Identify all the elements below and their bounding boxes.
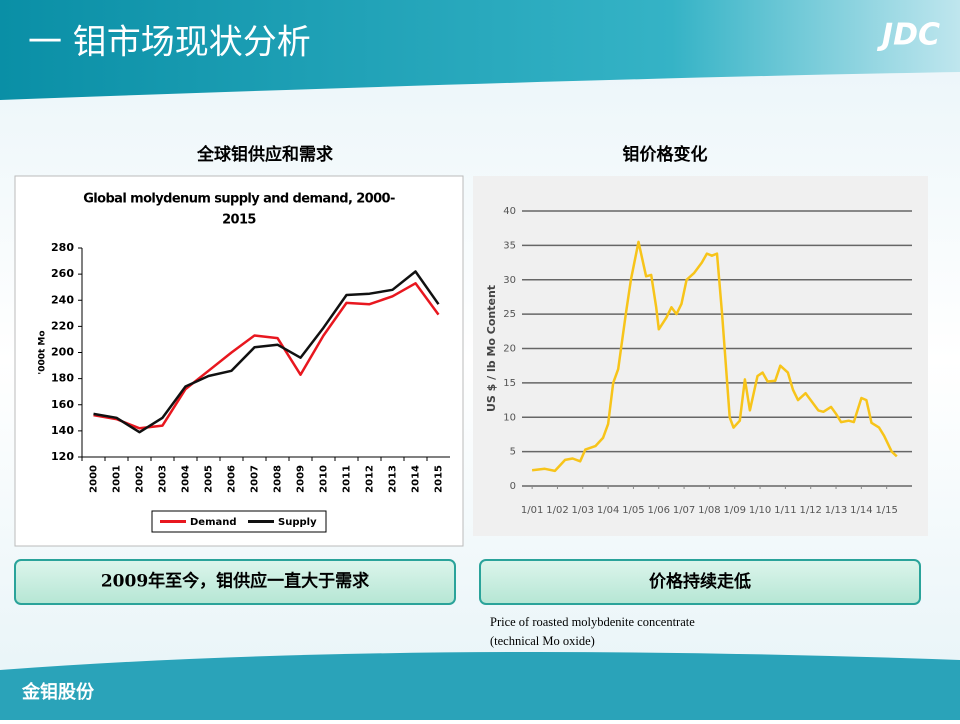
x-tick-label: 1/13 [825, 505, 847, 516]
x-tick-label: 1/08 [698, 505, 720, 516]
y-tick-label: 40 [503, 206, 516, 217]
x-tick-label: 1/01 [521, 505, 543, 516]
x-tick-label: 1/03 [572, 505, 594, 516]
x-tick-label: 1/02 [546, 505, 568, 516]
x-tick-label: 2013 [388, 465, 399, 493]
chart-title: Global molydenum supply and demand, 2000… [83, 192, 395, 207]
x-tick-label: 2009 [296, 465, 307, 493]
header-band [0, 0, 960, 100]
caption-box [14, 559, 456, 605]
y-tick-label: 280 [51, 241, 74, 254]
x-tick-label: 2003 [158, 465, 169, 493]
x-tick-label: 1/07 [673, 505, 695, 516]
x-tick-label: 2004 [181, 465, 192, 493]
legend-label: Supply [278, 517, 317, 528]
y-tick-label: 25 [503, 309, 516, 320]
x-tick-label: 2010 [319, 465, 330, 493]
chart-frame [14, 175, 464, 547]
chart-title: 2015 [222, 213, 256, 228]
chart-frame [473, 176, 928, 536]
footer-band [0, 652, 960, 720]
x-tick-label: 2001 [112, 465, 123, 493]
x-tick-label: 1/05 [622, 505, 644, 516]
x-tick-label: 2007 [250, 465, 261, 493]
panel-heading: 全球钼供应和需求 [196, 144, 333, 165]
y-tick-label: 0 [510, 481, 516, 492]
x-tick-label: 1/06 [648, 505, 670, 516]
y-tick-label: 120 [51, 450, 74, 463]
note: (technical Mo oxide) [490, 634, 595, 648]
y-axis-label: '000t Mo [38, 330, 48, 374]
caption: 价格持续走低 [649, 571, 751, 592]
slide-title: 一 钼市场现状分析 [28, 23, 311, 63]
footer-brand: 金钼股份 [21, 681, 95, 703]
x-tick-label: 2000 [89, 465, 100, 493]
x-tick-label: 1/11 [774, 505, 796, 516]
panel-heading: 钼价格变化 [623, 144, 708, 165]
y-tick-label: 260 [51, 267, 74, 280]
y-tick-label: 140 [51, 424, 74, 437]
x-tick-label: 2014 [411, 465, 422, 493]
x-tick-label: 1/09 [723, 505, 745, 516]
data-line [93, 270, 440, 434]
x-tick-label: 2002 [135, 465, 146, 493]
x-tick-label: 2005 [204, 465, 215, 493]
x-tick-label: 1/15 [875, 505, 897, 516]
x-tick-label: 1/14 [850, 505, 872, 516]
y-tick-label: 20 [503, 344, 516, 355]
x-tick-label: 2012 [365, 465, 376, 493]
x-tick-label: 1/04 [597, 505, 619, 516]
caption-box [479, 559, 921, 605]
caption: 2009年至今，钼供应一直大于需求 [101, 571, 369, 592]
x-tick-label: 1/12 [799, 505, 821, 516]
data-line [531, 240, 898, 473]
y-tick-label: 5 [510, 447, 516, 458]
y-tick-label: 10 [503, 412, 516, 423]
y-tick-label: 35 [503, 240, 516, 251]
x-tick-label: 2006 [227, 465, 238, 493]
x-tick-label: 2008 [273, 465, 284, 493]
y-tick-label: 220 [51, 319, 74, 332]
legend-label: Demand [190, 517, 237, 528]
y-tick-label: 240 [51, 293, 74, 306]
y-tick-label: 200 [51, 346, 74, 359]
y-tick-label: 30 [503, 275, 516, 286]
legend-box [151, 510, 327, 533]
y-tick-label: 15 [503, 378, 516, 389]
y-tick-label: 160 [51, 398, 74, 411]
x-tick-label: 2015 [434, 465, 445, 493]
logo: JDC [877, 18, 940, 53]
y-axis-label: US $ / lb Mo Content [485, 285, 498, 412]
y-tick-label: 180 [51, 372, 74, 385]
note: Price of roasted molybdenite concentrate [490, 615, 695, 629]
x-tick-label: 2011 [342, 465, 353, 493]
data-line [93, 282, 440, 430]
x-tick-label: 1/10 [749, 505, 771, 516]
